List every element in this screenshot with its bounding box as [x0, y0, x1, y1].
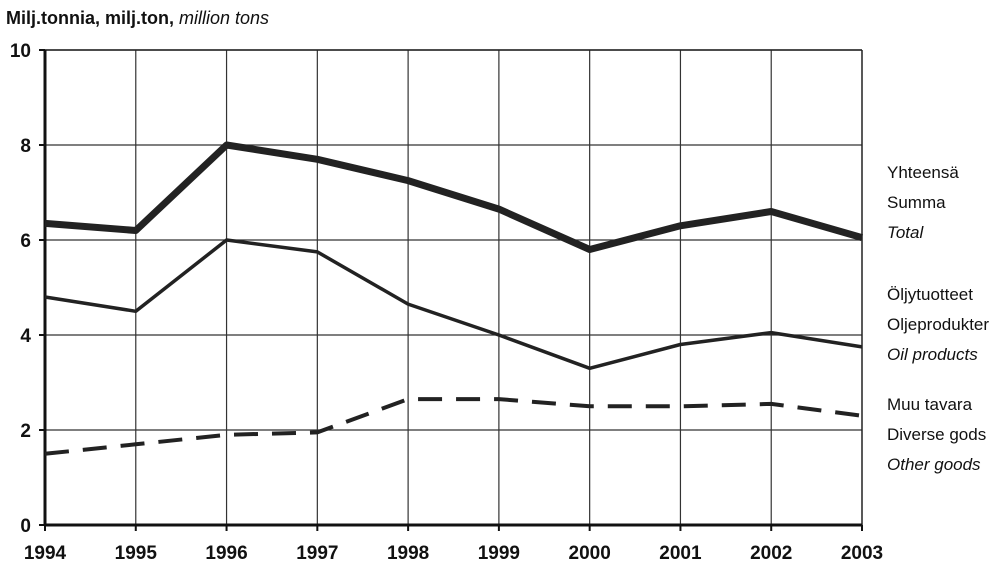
x-tick-label-1996: 1996 — [205, 543, 247, 564]
legend-label-other-2: Other goods — [887, 455, 981, 474]
y-axis-label: Milj.tonnia, milj.ton, million tons — [6, 8, 269, 28]
x-tick-label-1999: 1999 — [478, 543, 520, 564]
y-tick-label-0: 0 — [20, 516, 31, 537]
legend-label-total-0: Yhteensä — [887, 163, 959, 182]
x-tick-label-1994: 1994 — [24, 543, 67, 564]
x-tick-labels: 1994 1995 1996 1997 1998 1999 2000 2001 2002 2003 — [24, 543, 883, 564]
legend-label-total-2: Total — [887, 223, 924, 242]
axes — [39, 49, 863, 531]
y-tick-label-6: 6 — [20, 231, 31, 252]
legend-label-other-1: Diverse gods — [887, 425, 986, 444]
legend-label-total-1: Summa — [887, 193, 946, 212]
y-tick-label-2: 2 — [20, 421, 31, 442]
series-lines — [44, 141, 863, 456]
y-axis-label-main: Milj.tonnia, milj.ton, — [6, 8, 179, 28]
legend-label-oil-2: Oil products — [887, 345, 978, 364]
series-line-oil — [44, 238, 863, 371]
x-tick-label-2003: 2003 — [841, 543, 883, 564]
legend-label-other-0: Muu tavara — [887, 395, 973, 414]
legend-label-oil-0: Öljytuotteet — [887, 285, 973, 304]
y-tick-label-10: 10 — [10, 41, 31, 62]
legend-label-oil-1: Oljeprodukter — [887, 315, 989, 334]
x-tick-label-2001: 2001 — [659, 543, 702, 564]
y-tick-label-8: 8 — [20, 136, 31, 157]
x-tick-label-1998: 1998 — [387, 543, 429, 564]
legend: Yhteensä Summa Total Öljytuotteet Oljeproduk… — [887, 163, 989, 474]
y-axis-label-english: million tons — [179, 8, 269, 28]
x-tick-label-2000: 2000 — [569, 543, 611, 564]
y-tick-label-4: 4 — [20, 326, 31, 347]
series-line-other — [44, 397, 863, 456]
x-tick-label-2002: 2002 — [750, 543, 792, 564]
x-tick-label-1997: 1997 — [296, 543, 338, 564]
series-line-total — [44, 141, 863, 253]
x-tick-label-1995: 1995 — [115, 543, 158, 564]
y-tick-labels: 0 2 4 6 8 10 — [10, 41, 32, 537]
